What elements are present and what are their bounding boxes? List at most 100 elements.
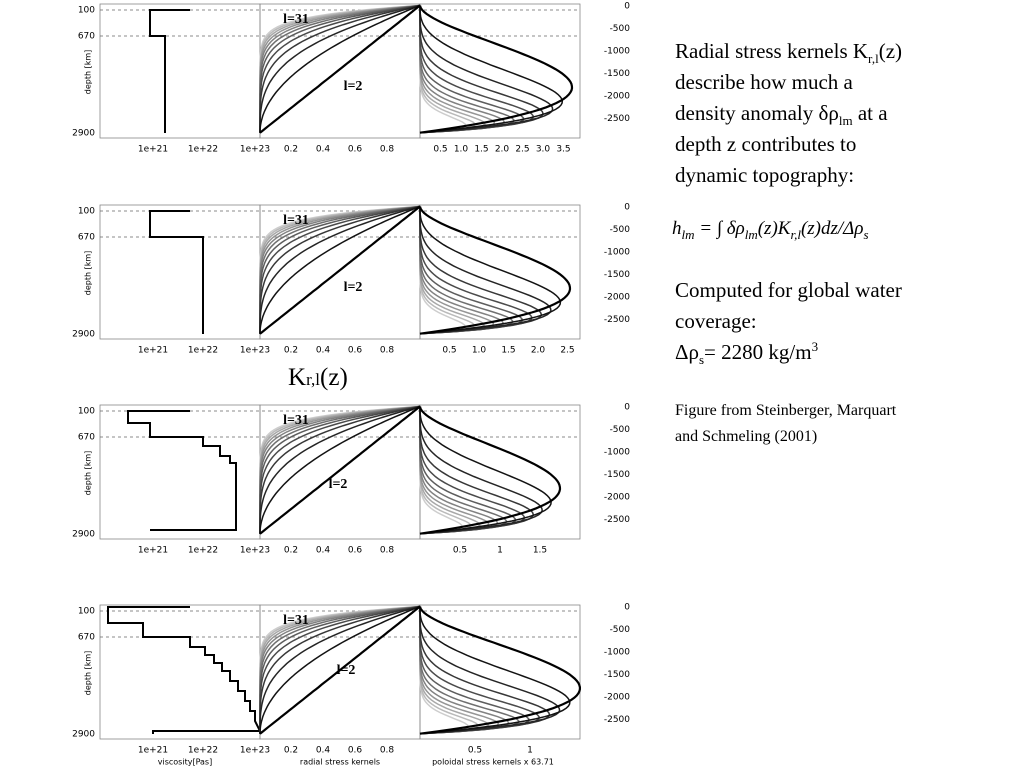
poloidal-tick-label: 2.5 xyxy=(560,346,574,356)
radial-kernel xyxy=(259,4,421,134)
radial-tick-label: 0.8 xyxy=(380,546,395,556)
t: 3 xyxy=(811,339,819,354)
poloidal-tick-label: 1 xyxy=(527,746,533,756)
viscosity-tick-label: 1e+22 xyxy=(188,346,218,356)
poloidal-tick-label: 0.5 xyxy=(442,346,456,356)
viscosity-tick-label: 1e+21 xyxy=(138,145,168,155)
right-tick-label: -500 xyxy=(610,225,631,235)
panel-frame xyxy=(99,604,261,740)
viscosity-tick-label: 1e+22 xyxy=(188,546,218,556)
depth-title: depth [km] xyxy=(84,651,93,696)
radial-tick-label: 0.2 xyxy=(284,746,298,756)
right-tick-label: 0 xyxy=(624,2,630,12)
poloidal-kernel xyxy=(419,206,523,335)
poloidal-tick-label: 1.5 xyxy=(474,145,488,155)
poloidal-kernel xyxy=(419,406,490,535)
poloidal-tick-label: 0.5 xyxy=(433,145,447,155)
radial-tick-label: 0.2 xyxy=(284,145,298,155)
radial-kernel xyxy=(259,4,421,133)
poloidal-tick-label: 1.0 xyxy=(454,145,469,155)
line: describe how much a xyxy=(675,67,902,98)
radial-tick-label: 0.6 xyxy=(348,746,363,756)
t: at a xyxy=(852,101,888,125)
t: depth z contributes to xyxy=(675,132,857,156)
right-tick-label: -2500 xyxy=(604,715,630,725)
right-tick-label: -2500 xyxy=(604,114,630,124)
radial-kernel xyxy=(259,405,421,534)
depth-tick-label: 670 xyxy=(78,233,95,243)
poloidal-kernel xyxy=(419,406,516,535)
t: dynamic topography: xyxy=(675,163,855,187)
radial-kernel xyxy=(259,205,421,334)
radial-kernel xyxy=(259,605,421,734)
label-high: l=31 xyxy=(283,213,309,228)
depth-tick-label: 2900 xyxy=(72,730,95,740)
radial-tick-label: 0.8 xyxy=(380,145,395,155)
right-tick-label: -2000 xyxy=(604,493,630,503)
description: Radial stress kernels Kr,l(z) describe h… xyxy=(675,36,902,191)
radial-tick-label: 0.6 xyxy=(348,145,363,155)
poloidal-kernel xyxy=(418,206,572,335)
right-tick-label: -1000 xyxy=(604,448,630,458)
poloidal-kernel xyxy=(419,206,466,335)
radial-tick-label: 0.8 xyxy=(380,346,395,356)
t: Computed for global water xyxy=(675,278,902,302)
poloidal-kernel xyxy=(419,606,500,735)
label-high: l=31 xyxy=(283,12,309,27)
k-sub: r,l xyxy=(306,370,321,389)
right-tick-label: -2000 xyxy=(604,293,630,303)
depth-tick-label: 100 xyxy=(78,6,95,16)
t: lm xyxy=(681,226,695,242)
right-tick-label: 0 xyxy=(624,403,630,413)
k-arg: (z) xyxy=(320,364,348,391)
right-tick-label: -2500 xyxy=(604,515,630,525)
depth-tick-label: 100 xyxy=(78,207,95,217)
depth-title: depth [km] xyxy=(84,251,93,296)
label-low: l=2 xyxy=(344,79,363,94)
poloidal-tick-label: 0.5 xyxy=(468,746,482,756)
line: Δρs= 2280 kg/m3 xyxy=(675,337,902,368)
right-tick-label: 0 xyxy=(624,603,630,613)
poloidal-tick-label: 3.5 xyxy=(556,145,570,155)
right-tick-label: -1000 xyxy=(604,648,630,658)
depth-tick-label: 670 xyxy=(78,32,95,42)
t: coverage: xyxy=(675,309,757,333)
viscosity-tick-label: 1e+23 xyxy=(240,546,270,556)
poloidal-kernel xyxy=(419,406,463,535)
right-tick-label: -1500 xyxy=(604,69,630,79)
radial-kernel xyxy=(259,205,421,335)
axis-title: viscosity[Pas] xyxy=(158,758,212,767)
viscosity-tick-label: 1e+21 xyxy=(138,546,168,556)
label-high: l=31 xyxy=(283,613,309,628)
poloidal-kernel xyxy=(419,206,495,335)
radial-kernel xyxy=(259,405,421,535)
viscosity-profile xyxy=(127,410,237,531)
viscosity-tick-label: 1e+22 xyxy=(188,746,218,756)
right-tick-label: -500 xyxy=(610,425,631,435)
line: depth z contributes to xyxy=(675,129,902,160)
radial-tick-label: 0.4 xyxy=(316,145,331,155)
right-tick-label: -1000 xyxy=(604,248,630,258)
t: s xyxy=(863,226,869,242)
k: K xyxy=(288,364,307,391)
poloidal-kernel xyxy=(419,606,571,735)
poloidal-kernel xyxy=(419,5,564,134)
line: dynamic topography: xyxy=(675,160,902,191)
right-tick-label: -500 xyxy=(610,24,631,34)
viscosity-tick-label: 1e+21 xyxy=(138,746,168,756)
poloidal-tick-label: 2.0 xyxy=(495,145,510,155)
poloidal-tick-label: 1 xyxy=(497,546,503,556)
t: describe how much a xyxy=(675,70,853,94)
radial-kernel xyxy=(259,405,421,534)
poloidal-tick-label: 2.0 xyxy=(531,346,546,356)
t: = 2280 kg/m xyxy=(704,340,812,364)
poloidal-tick-label: 0.5 xyxy=(453,546,467,556)
t: density anomaly δρ xyxy=(675,101,839,125)
poloidal-kernel xyxy=(419,5,525,134)
kernel-label: Kr,l(z) xyxy=(288,364,348,392)
label-low: l=2 xyxy=(344,280,363,295)
viscosity-profile xyxy=(149,210,204,334)
poloidal-tick-label: 1.0 xyxy=(472,346,487,356)
